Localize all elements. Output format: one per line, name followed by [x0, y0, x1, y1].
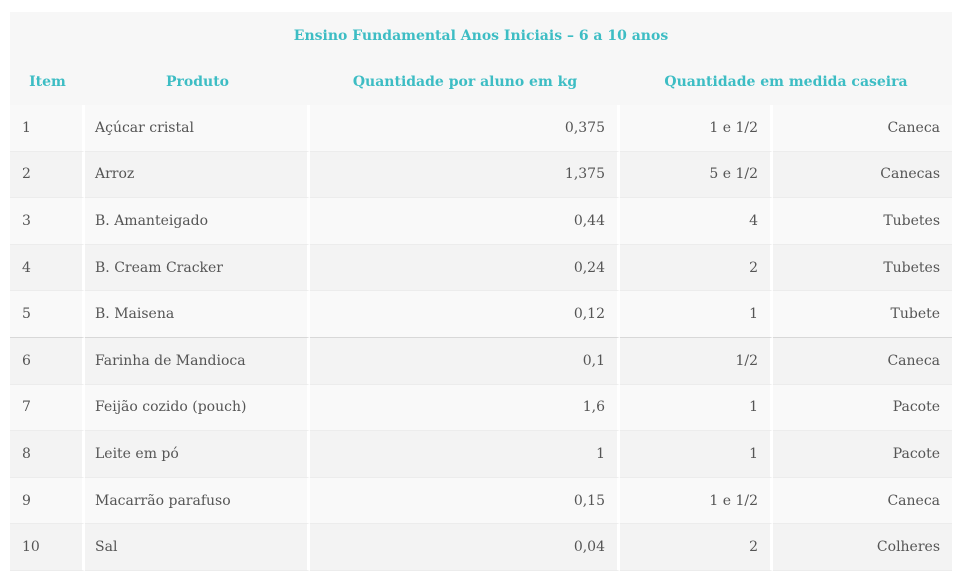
cell-unidade: Caneca — [773, 105, 953, 152]
cell-unidade: Tubetes — [773, 244, 953, 292]
cell-medida: 2 — [620, 244, 773, 292]
header-quantidade-kg: Quantidade por aluno em kg — [310, 59, 620, 105]
cell-unidade: Pacote — [773, 384, 953, 432]
table-row: 6 Farinha de Mandioca 0,1 1/2 Caneca — [10, 337, 953, 385]
cell-item: 4 — [10, 244, 85, 292]
header-item: Item — [10, 59, 85, 105]
table-row: 1 Açúcar cristal 0,375 1 e 1/2 Caneca — [10, 105, 953, 152]
cell-produto: Açúcar cristal — [85, 105, 310, 152]
cell-produto: B. Maisena — [85, 291, 310, 338]
cell-kg: 0,1 — [310, 337, 620, 385]
cell-unidade: Caneca — [773, 477, 953, 525]
cell-medida: 5 e 1/2 — [620, 151, 773, 199]
cell-kg: 1 — [310, 431, 620, 478]
cell-produto: Sal — [85, 524, 310, 571]
cell-unidade: Tubetes — [773, 198, 953, 245]
cell-kg: 0,375 — [310, 105, 620, 152]
cell-item: 1 — [10, 105, 85, 152]
cell-item: 6 — [10, 337, 85, 385]
cell-produto: Arroz — [85, 151, 310, 199]
data-table-container: Ensino Fundamental Anos Iniciais – 6 a 1… — [10, 12, 953, 571]
table-row: 8 Leite em pó 1 1 Pacote — [10, 431, 953, 478]
cell-kg: 0,12 — [310, 291, 620, 338]
cell-medida: 1/2 — [620, 337, 773, 385]
title-row: Ensino Fundamental Anos Iniciais – 6 a 1… — [10, 12, 953, 59]
food-quantity-table: Ensino Fundamental Anos Iniciais – 6 a 1… — [10, 12, 953, 571]
cell-produto: Macarrão parafuso — [85, 477, 310, 525]
cell-item: 10 — [10, 524, 85, 571]
cell-item: 7 — [10, 384, 85, 432]
cell-medida: 1 — [620, 431, 773, 478]
cell-medida: 1 — [620, 291, 773, 338]
cell-item: 5 — [10, 291, 85, 338]
cell-medida: 1 e 1/2 — [620, 477, 773, 525]
cell-produto: Farinha de Mandioca — [85, 337, 310, 385]
cell-medida: 1 — [620, 384, 773, 432]
cell-kg: 0,24 — [310, 244, 620, 292]
cell-kg: 0,44 — [310, 198, 620, 245]
cell-produto: B. Cream Cracker — [85, 244, 310, 292]
cell-kg: 0,04 — [310, 524, 620, 571]
header-row: Item Produto Quantidade por aluno em kg … — [10, 59, 953, 105]
cell-item: 2 — [10, 151, 85, 199]
table-title: Ensino Fundamental Anos Iniciais – 6 a 1… — [10, 12, 953, 59]
cell-produto: B. Amanteigado — [85, 198, 310, 245]
table-row: 9 Macarrão parafuso 0,15 1 e 1/2 Caneca — [10, 477, 953, 525]
cell-unidade: Caneca — [773, 337, 953, 385]
table-row: 2 Arroz 1,375 5 e 1/2 Canecas — [10, 151, 953, 199]
table-row: 7 Feijão cozido (pouch) 1,6 1 Pacote — [10, 384, 953, 432]
cell-medida: 1 e 1/2 — [620, 105, 773, 152]
cell-kg: 0,15 — [310, 477, 620, 525]
table-row: 5 B. Maisena 0,12 1 Tubete — [10, 291, 953, 338]
cell-unidade: Tubete — [773, 291, 953, 338]
cell-produto: Leite em pó — [85, 431, 310, 478]
table-row: 3 B. Amanteigado 0,44 4 Tubetes — [10, 198, 953, 245]
cell-medida: 2 — [620, 524, 773, 571]
cell-unidade: Pacote — [773, 431, 953, 478]
cell-unidade: Canecas — [773, 151, 953, 199]
header-medida-caseira: Quantidade em medida caseira — [620, 59, 953, 105]
table-row: 4 B. Cream Cracker 0,24 2 Tubetes — [10, 244, 953, 292]
table-row: 10 Sal 0,04 2 Colheres — [10, 524, 953, 571]
cell-kg: 1,6 — [310, 384, 620, 432]
cell-unidade: Colheres — [773, 524, 953, 571]
header-produto: Produto — [85, 59, 310, 105]
cell-medida: 4 — [620, 198, 773, 245]
cell-kg: 1,375 — [310, 151, 620, 199]
cell-item: 8 — [10, 431, 85, 478]
cell-item: 9 — [10, 477, 85, 525]
cell-produto: Feijão cozido (pouch) — [85, 384, 310, 432]
cell-item: 3 — [10, 198, 85, 245]
